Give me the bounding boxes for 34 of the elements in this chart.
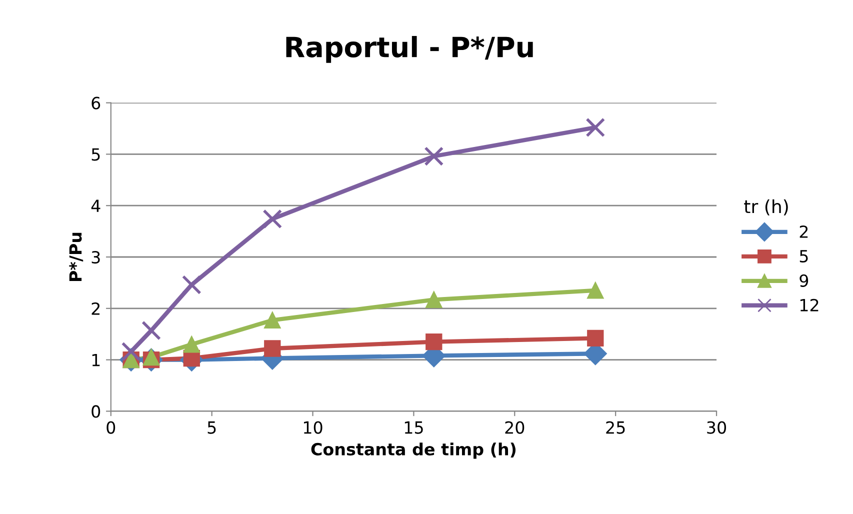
- point: [426, 291, 442, 308]
- legend-title: tr (h): [744, 199, 788, 216]
- y-tick-label: 0: [92, 405, 100, 418]
- legend-label: 9: [800, 274, 808, 287]
- x-axis-title: Constanta de timp (h): [311, 442, 516, 459]
- point: [262, 209, 282, 229]
- x-tick-label: 30: [707, 421, 726, 434]
- legend-label: 2: [800, 225, 808, 238]
- y-axis-title: P*/Pu: [69, 232, 84, 282]
- point: [183, 336, 200, 353]
- y-tick-label: 1: [92, 354, 100, 366]
- y-tick-label: 2: [92, 302, 100, 315]
- legend-label: 12: [800, 298, 818, 312]
- x-tick-label: 5: [208, 421, 216, 434]
- point: [264, 312, 281, 329]
- point: [424, 146, 444, 166]
- x-tick-label: 10: [304, 421, 322, 434]
- legend-label: 5: [800, 250, 808, 263]
- x-tick-label: 20: [505, 421, 524, 434]
- chart-title: Raportul - P*/Pu: [286, 36, 533, 63]
- x-tick-label: 0: [106, 421, 116, 434]
- point: [426, 333, 442, 350]
- point: [587, 282, 604, 299]
- y-tick-label: 4: [91, 200, 100, 212]
- point: [586, 118, 606, 138]
- point: [142, 320, 161, 340]
- y-tick-label: 3: [92, 250, 100, 264]
- point: [264, 340, 281, 357]
- y-tick-label: 5: [92, 148, 100, 161]
- y-tick-label: 6: [92, 96, 100, 110]
- point: [587, 330, 604, 347]
- point: [182, 275, 202, 294]
- x-tick-label: 25: [606, 421, 625, 434]
- x-tick-label: 15: [404, 421, 423, 434]
